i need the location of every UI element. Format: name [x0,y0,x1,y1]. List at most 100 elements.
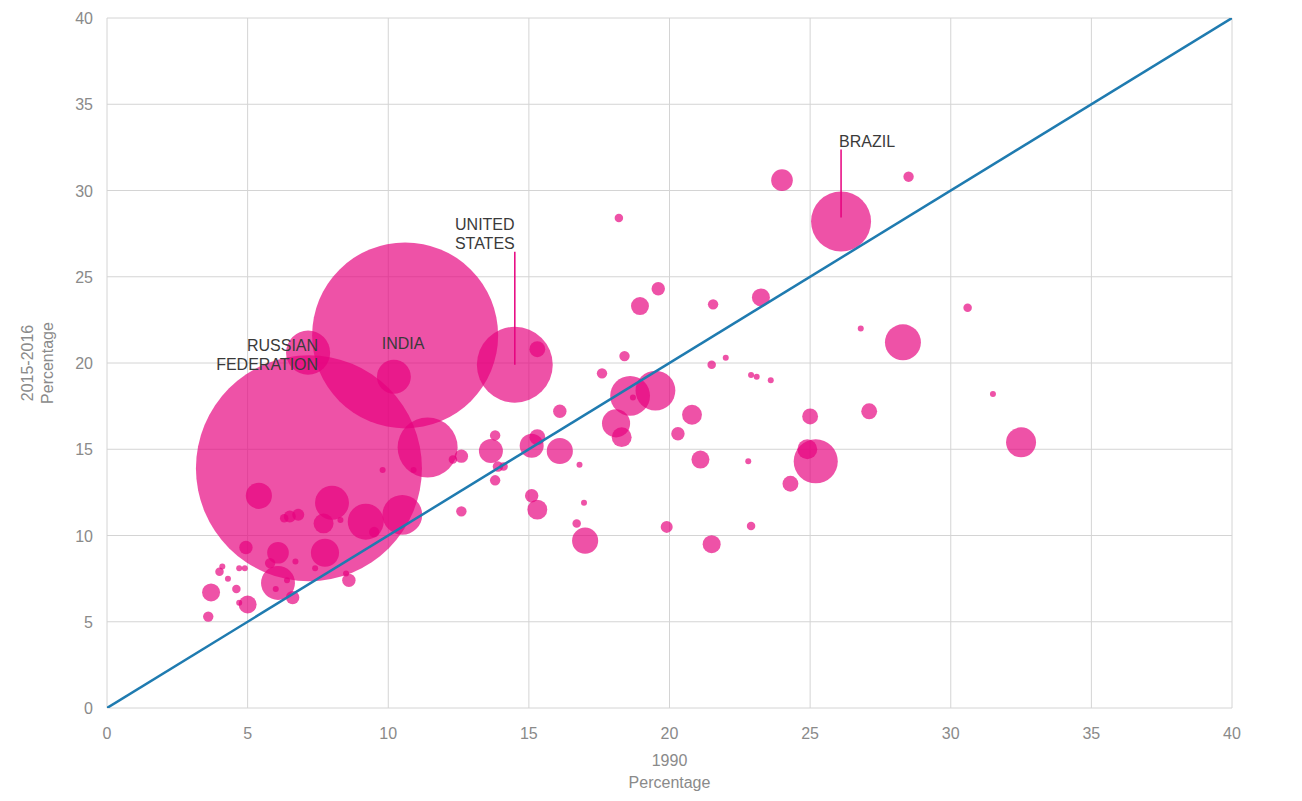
bubble [553,405,566,418]
bubble [196,355,422,581]
bubble [236,600,242,606]
bubble [572,528,598,554]
annotation-label: UNITED STATES [455,216,515,252]
bubble [636,371,676,411]
bubble [802,409,818,425]
bubble [615,214,623,222]
bubble [581,500,587,506]
y-grid-line [107,708,1232,709]
bubble [794,439,838,483]
y-tick-label: 30 [75,183,93,200]
bubble [652,282,665,295]
x-tick-label: 10 [379,725,397,742]
bubble [284,577,290,583]
bubble [380,467,386,473]
bubble [236,565,242,571]
bubble [885,324,921,360]
bubble [754,374,760,380]
bubble [479,439,503,463]
bubble [630,395,636,401]
y-tick-label: 35 [75,96,93,113]
y-tick-label: 40 [75,10,93,27]
x-tick-label: 35 [1082,725,1100,742]
y-grid-line [107,18,1232,19]
bubble [490,475,500,485]
bubble [768,377,774,383]
x-tick-label: 15 [520,725,538,742]
bubble [745,458,751,464]
y-grid-line [107,276,1232,277]
annotations: RUSSIANFEDERATIONINDIAUNITEDSTATESBRAZIL [216,133,895,373]
bubble [312,565,318,571]
bubble [631,297,649,315]
annotation-leader [514,252,516,365]
bubble [861,403,877,419]
bubble [265,558,275,568]
bubble [703,535,721,553]
bubble [449,455,457,463]
bubble [747,522,755,530]
bubble [671,427,684,440]
x-tick-label: 5 [243,725,252,742]
x-axis-title: 1990 [652,752,688,769]
bubble [242,565,248,571]
y-grid-line [107,621,1232,622]
bubble [597,368,607,378]
bubble [292,558,298,564]
bubble [369,527,379,537]
annotation-label: BRAZIL [839,133,895,150]
bubble [312,242,498,428]
bubble [661,521,673,533]
bubble [232,585,240,593]
bubble [314,513,334,533]
annotation-leader [840,150,842,218]
bubble [612,427,632,447]
annotation-line: STATES [455,235,515,252]
bubble [273,586,279,592]
bubble [377,360,411,394]
annotation-label: INDIA [382,335,425,352]
bubble [577,462,583,468]
y-tick-label: 0 [84,700,93,717]
bubble [990,391,996,397]
bubble [529,341,545,357]
bubble [723,355,729,361]
bubble [411,467,417,473]
bubble [707,360,715,368]
bubble [682,405,702,425]
data-marks [107,18,1232,708]
y-tick-label: 10 [75,528,93,545]
bubble [783,476,799,492]
y-tick-label: 15 [75,441,93,458]
bubble [398,418,458,478]
y-tick-label: 5 [84,614,93,631]
bubble [748,372,754,378]
y-grid-line [107,190,1232,191]
bubble [490,430,500,440]
bubble [337,517,343,523]
bubble [963,304,971,312]
bubble [292,509,304,521]
bubble [280,514,288,522]
bubble [225,576,231,582]
bubble [311,539,339,567]
bubble [202,583,220,601]
bubble [547,438,573,464]
annotation-line: UNITED [455,216,515,233]
bubble [246,483,272,509]
x-tick-label: 30 [942,725,960,742]
grid [107,18,1232,708]
bubble [771,169,793,191]
x-tick-label: 40 [1223,725,1241,742]
y-grid-line [107,104,1232,105]
bubble [1006,427,1036,457]
x-tick-label: 20 [661,725,679,742]
annotation-line: RUSSIAN [247,337,318,354]
bubble [382,495,422,535]
bubble [527,500,547,520]
tick-labels: 05101520253035400510152025303540 [75,10,1241,742]
y-axis-title: 2015-2016 [19,325,36,402]
bubble [858,326,864,332]
y-tick-label: 20 [75,355,93,372]
reference-line [107,18,1232,708]
